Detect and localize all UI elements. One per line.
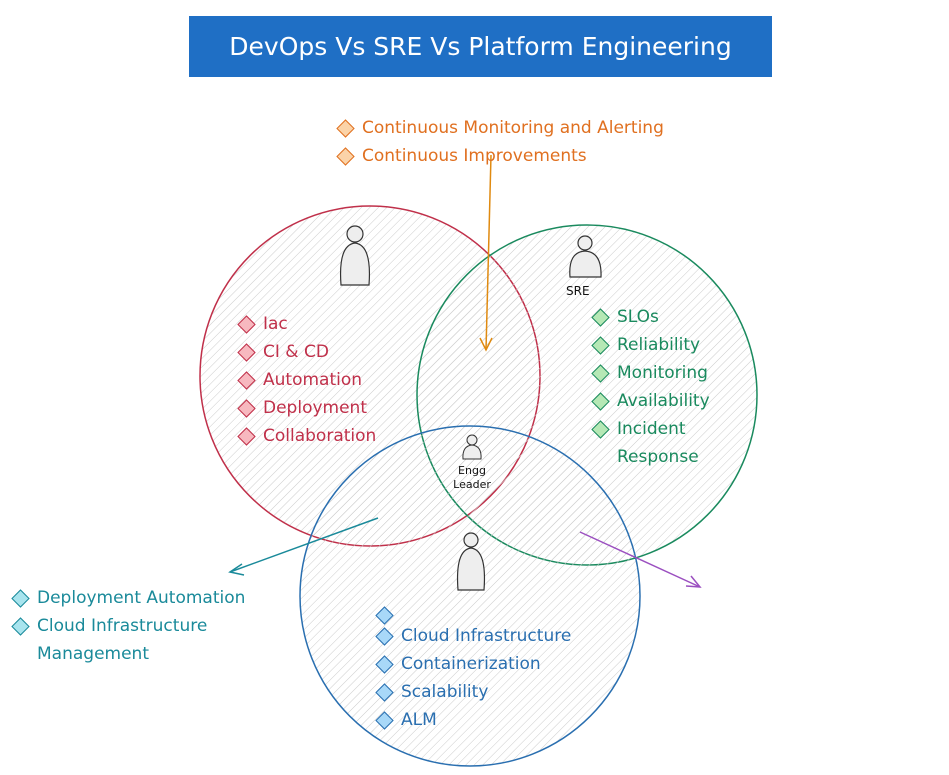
item-text: Cloud Infrastructure Management: [37, 616, 208, 664]
arrow-left: [228, 517, 379, 576]
list-item: Continuous Monitoring and Alerting: [335, 114, 664, 142]
item-text: Deployment: [263, 398, 367, 418]
item-text: Iac: [263, 314, 288, 334]
item-text: Incident Response: [617, 419, 699, 467]
item-text: Containerization: [401, 654, 541, 674]
list-item: Reliability: [590, 331, 740, 359]
diamond-icon: [237, 427, 256, 446]
person-icon-sre: [569, 235, 602, 278]
devops-list: Iac CI & CD Automation Deployment Collab…: [236, 310, 376, 450]
list-item: Continuous Improvements: [335, 142, 664, 170]
list-item: Incident Response: [590, 415, 740, 471]
diamond-icon: [11, 589, 30, 608]
item-text: Automation: [263, 370, 363, 390]
diamond-icon: [375, 683, 394, 702]
platform-list: Cloud Infrastructure Containerization Sc…: [374, 601, 571, 734]
shared-top-list: Continuous Monitoring and Alerting Conti…: [335, 114, 664, 170]
diamond-icon: [237, 343, 256, 362]
list-item: Deployment Automation: [10, 584, 260, 612]
item-text: Deployment Automation: [37, 588, 246, 608]
diamond-icon: [336, 119, 355, 138]
diamond-icon: [237, 371, 256, 390]
item-text: Continuous Monitoring and Alerting: [362, 118, 664, 138]
list-item: SLOs: [590, 303, 740, 331]
item-text: Reliability: [617, 335, 701, 355]
diamond-icon: [336, 147, 355, 166]
item-text: Continuous Improvements: [362, 146, 587, 166]
diamond-icon: [375, 627, 394, 646]
engg-leader-label: Engg Leader: [453, 464, 491, 491]
person-icon-platform: [456, 532, 486, 591]
sre-role-label: SRE: [566, 284, 590, 298]
diamond-icon: [591, 308, 610, 327]
item-text: ALM: [401, 710, 437, 730]
sre-list: SLOs Reliability Monitoring Availability…: [590, 303, 740, 471]
item-text: Scalability: [401, 682, 489, 702]
arrow-right: [579, 531, 702, 588]
list-item: Automation: [236, 366, 376, 394]
diamond-icon: [11, 617, 30, 636]
arrow-top: [479, 154, 493, 352]
list-item: [374, 601, 571, 625]
diagram-title: DevOps Vs SRE Vs Platform Engineering: [189, 16, 772, 77]
diamond-icon: [375, 711, 394, 730]
item-text: CI & CD: [263, 342, 329, 362]
item-text: Availability: [617, 391, 710, 411]
item-text: Monitoring: [617, 363, 708, 383]
list-item: CI & CD: [236, 338, 376, 366]
diamond-icon: [591, 420, 610, 439]
diamond-icon: [237, 315, 256, 334]
diamond-icon: [237, 399, 256, 418]
item-text: Cloud Infrastructure: [401, 626, 572, 646]
item-text: SLOs: [617, 307, 659, 327]
list-item: Deployment: [236, 394, 376, 422]
platform-circle: [299, 425, 641, 767]
person-icon-engg-leader: [462, 434, 482, 460]
diamond-icon: [591, 392, 610, 411]
item-text: Collaboration: [263, 426, 377, 446]
list-item: Availability: [590, 387, 740, 415]
diamond-icon: [375, 655, 394, 674]
list-item: ALM: [374, 706, 571, 734]
list-item: Containerization: [374, 650, 571, 678]
list-item: Iac: [236, 310, 376, 338]
list-item: Cloud Infrastructure: [374, 622, 571, 650]
list-item: Collaboration: [236, 422, 376, 450]
diamond-icon: [591, 336, 610, 355]
list-item: Scalability: [374, 678, 571, 706]
list-item: Cloud Infrastructure Management: [10, 612, 260, 668]
shared-left-list: Deployment Automation Cloud Infrastructu…: [10, 584, 260, 668]
list-item: Monitoring: [590, 359, 740, 387]
person-icon-devops: [339, 225, 371, 286]
diamond-icon: [591, 364, 610, 383]
